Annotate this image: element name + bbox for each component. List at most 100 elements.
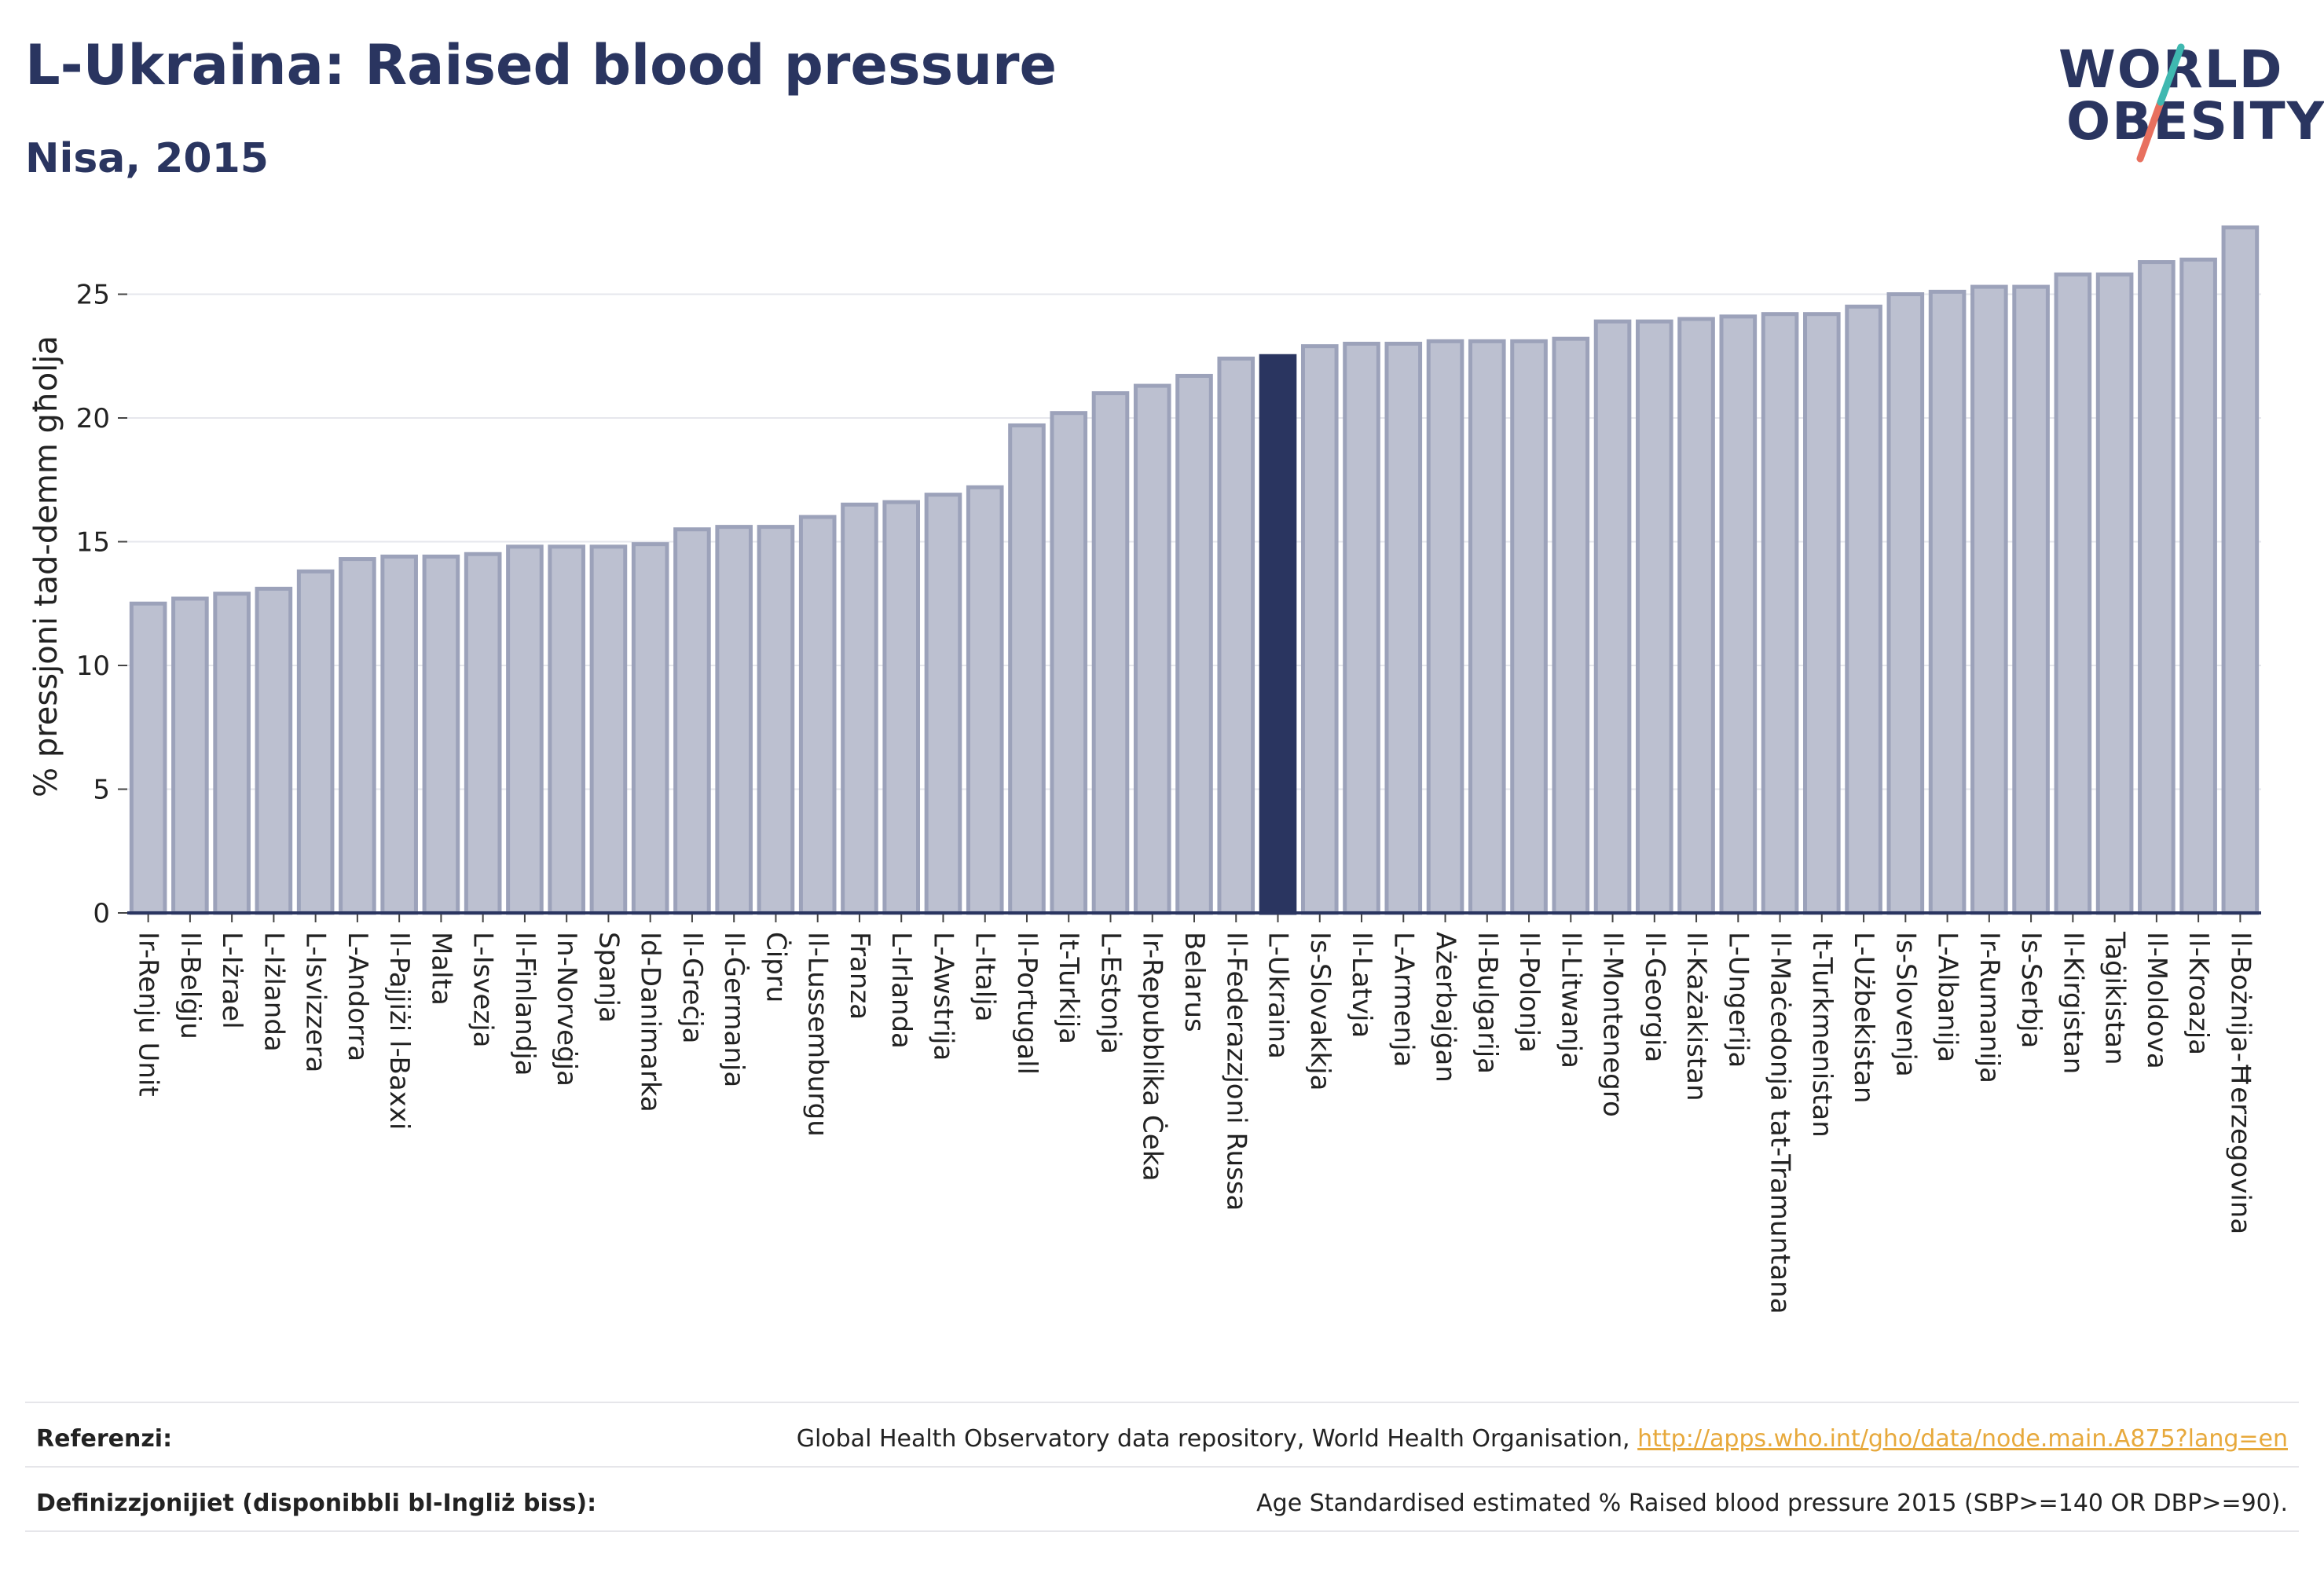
bar[interactable]: [1343, 342, 1380, 915]
x-tick-label: Il-Maċedonja tat-Tramuntana: [1765, 932, 1796, 1314]
references-value: Global Health Observatory data repositor…: [797, 1425, 2288, 1453]
bar[interactable]: [673, 527, 711, 915]
x-tick-label: Is-Serbja: [2015, 932, 2047, 1048]
y-tick-label: 5: [93, 775, 110, 806]
x-tick-label: Il-Litwanja: [1555, 932, 1586, 1068]
x-tick-label: Ir-Renju Unit: [133, 932, 164, 1097]
bar[interactable]: [882, 500, 921, 915]
bar[interactable]: [1593, 319, 1632, 915]
bar[interactable]: [715, 525, 753, 915]
x-tick-label: L-Iżlanda: [258, 932, 289, 1052]
bar[interactable]: [213, 592, 251, 915]
x-tick-label: Spanja: [592, 932, 624, 1023]
x-tick-label: L-Użbekistan: [1848, 932, 1879, 1103]
y-tick-label: 10: [76, 651, 110, 682]
bar[interactable]: [255, 586, 293, 915]
bar[interactable]: [1886, 292, 1925, 915]
bar[interactable]: [464, 552, 502, 915]
x-tick-label: Ażerbajġan: [1430, 932, 1461, 1083]
x-tick-label: L-Ungerija: [1722, 932, 1754, 1068]
x-tick-label: Id-Danimarka: [635, 932, 666, 1112]
references-link[interactable]: http://apps.who.int/gho/data/node.main.A…: [1637, 1425, 2288, 1453]
bar[interactable]: [339, 557, 376, 915]
x-tick-label: L-Isvezja: [467, 932, 499, 1048]
bar[interactable]: [924, 493, 962, 915]
bar[interactable]: [296, 569, 335, 915]
x-tick-label: L-Andorra: [342, 932, 373, 1061]
x-tick-label: Il-Greċja: [676, 932, 708, 1043]
bar[interactable]: [2179, 257, 2217, 915]
bar[interactable]: [422, 554, 460, 915]
bar[interactable]: [631, 542, 669, 915]
x-tick-label: Franza: [844, 932, 875, 1020]
x-tick-label: Is-Slovakkja: [1304, 932, 1336, 1090]
y-tick-label: 25: [76, 280, 110, 311]
bar[interactable]: [1803, 312, 1841, 915]
bar[interactable]: [1761, 312, 1799, 915]
x-tick-label: Belarus: [1178, 932, 1210, 1032]
bar[interactable]: [506, 544, 544, 915]
x-tick-label: Taġikistan: [2099, 931, 2131, 1065]
bar[interactable]: [1300, 344, 1339, 915]
x-tick-label: Il-Belġju: [174, 932, 206, 1039]
bar[interactable]: [2095, 272, 2134, 915]
bar-highlighted[interactable]: [1259, 354, 1297, 915]
bar[interactable]: [589, 544, 628, 915]
bar[interactable]: [380, 554, 418, 915]
x-tick-label: Il-Montenegro: [1597, 932, 1629, 1117]
x-tick-label: L-Albanija: [1932, 932, 1963, 1062]
x-tick-label: Il-Bożnija-Ħerzegovina: [2224, 932, 2256, 1234]
bar[interactable]: [1468, 339, 1506, 915]
x-tick-label: L-Iżrael: [216, 932, 247, 1029]
x-tick-label: Il-Kroazja: [2183, 932, 2214, 1055]
bar[interactable]: [841, 502, 878, 915]
bar[interactable]: [1175, 373, 1213, 915]
bar[interactable]: [1133, 383, 1171, 915]
x-tick-label: Il-Portugall: [1011, 932, 1043, 1075]
definitions-value: Age Standardised estimated % Raised bloo…: [1256, 1490, 2288, 1517]
bar[interactable]: [1970, 284, 2008, 915]
x-tick-label: Il-Finlandja: [509, 932, 541, 1076]
y-tick-label: 20: [76, 403, 110, 434]
definitions-label: Definizzjonijiet (disponibbli bl-Ingliż …: [36, 1490, 597, 1517]
bar[interactable]: [129, 601, 167, 915]
x-tick-label: L-Isvizzera: [300, 932, 332, 1072]
bar[interactable]: [171, 596, 209, 915]
bar[interactable]: [2221, 225, 2260, 915]
bar[interactable]: [1008, 423, 1046, 915]
bar[interactable]: [1845, 304, 1882, 915]
x-tick-label: L-Italja: [970, 932, 1001, 1022]
bar[interactable]: [2054, 272, 2092, 915]
bar[interactable]: [1719, 314, 1758, 915]
references-row: Referenzi: Global Health Observatory dat…: [25, 1402, 2299, 1466]
bar[interactable]: [966, 485, 1004, 915]
x-tick-label: Il-Lussemburgu: [802, 932, 834, 1137]
bar[interactable]: [1552, 336, 1590, 915]
x-tick-label: L-Estonja: [1094, 932, 1126, 1054]
bar[interactable]: [1510, 339, 1548, 915]
bar[interactable]: [1217, 356, 1255, 915]
x-tick-label: L-Armenja: [1387, 932, 1419, 1067]
bar[interactable]: [1928, 289, 1967, 915]
bar[interactable]: [548, 544, 585, 915]
x-tick-label: Ir-Repubblika Ċeka: [1137, 932, 1169, 1182]
x-tick-label: Malta: [425, 932, 456, 1006]
bar[interactable]: [2138, 260, 2176, 915]
x-tick-label: Il-Bulgarija: [1472, 932, 1503, 1074]
bar[interactable]: [1426, 339, 1464, 915]
bar[interactable]: [798, 515, 837, 915]
references-text: Global Health Observatory data repositor…: [796, 1425, 1630, 1453]
bar[interactable]: [1384, 342, 1423, 915]
bar[interactable]: [757, 525, 795, 915]
x-tick-label: L-Awstrija: [927, 932, 959, 1061]
x-tick-label: Il-Latvja: [1346, 932, 1377, 1038]
bar[interactable]: [1636, 319, 1673, 915]
bar[interactable]: [1677, 317, 1715, 915]
x-tick-label: Is-Slovenja: [1890, 932, 1921, 1077]
world-obesity-logo[interactable]: WORLD OBESITY: [2043, 24, 2324, 173]
bar[interactable]: [2012, 284, 2050, 915]
x-tick-label: Il-Georgia: [1639, 932, 1670, 1062]
bar[interactable]: [1091, 391, 1130, 915]
bar[interactable]: [1050, 411, 1088, 915]
x-tick-label: In-Norveġja: [551, 932, 582, 1087]
